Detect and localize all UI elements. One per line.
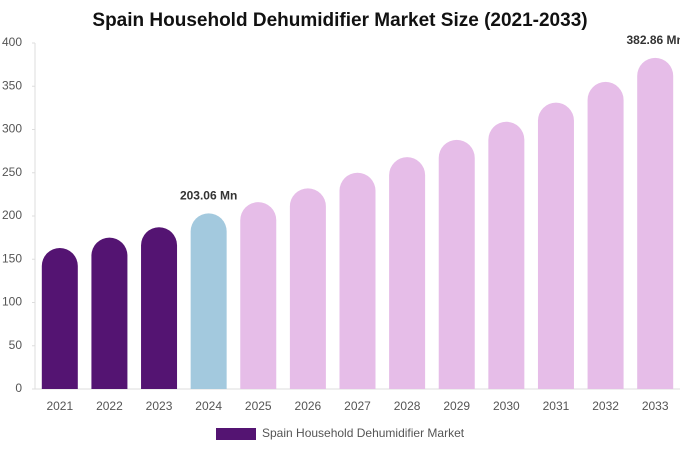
bar <box>190 213 227 389</box>
x-tick-label: 2026 <box>295 399 322 413</box>
bar <box>438 139 475 389</box>
y-tick-label: 150 <box>2 251 22 265</box>
x-tick-label: 2031 <box>543 399 570 413</box>
x-tick-label: 2032 <box>592 399 619 413</box>
x-tick-label: 2025 <box>245 399 272 413</box>
bar <box>91 237 128 389</box>
bar <box>41 248 78 389</box>
x-tick-label: 2024 <box>195 399 222 413</box>
chart-title: Spain Household Dehumidifier Market Size… <box>92 10 587 31</box>
x-tick-label: 2023 <box>146 399 173 413</box>
y-tick-label: 200 <box>2 208 22 222</box>
data-label: 382.86 Mn <box>627 33 680 47</box>
y-tick-label: 100 <box>2 295 22 309</box>
data-label: 203.06 Mn <box>180 189 237 203</box>
x-tick-label: 2022 <box>96 399 123 413</box>
y-tick-label: 300 <box>2 122 22 136</box>
legend-label: Spain Household Dehumidifier Market <box>262 426 465 440</box>
bar <box>289 188 326 389</box>
x-tick-label: 2027 <box>344 399 371 413</box>
bar <box>141 227 178 389</box>
bar <box>637 57 674 389</box>
bar <box>389 157 426 389</box>
bar <box>488 121 525 389</box>
y-tick-label: 350 <box>2 78 22 92</box>
y-tick-label: 250 <box>2 165 22 179</box>
x-tick-label: 2021 <box>46 399 73 413</box>
x-tick-label: 2033 <box>642 399 669 413</box>
x-tick-label: 2029 <box>443 399 470 413</box>
legend-swatch <box>216 428 256 440</box>
bar <box>537 102 574 389</box>
y-tick-label: 50 <box>9 338 23 352</box>
y-tick-label: 0 <box>15 381 22 395</box>
x-tick-label: 2030 <box>493 399 520 413</box>
bar <box>339 172 376 389</box>
x-tick-label: 2028 <box>394 399 421 413</box>
bar <box>240 202 277 389</box>
y-tick-label: 400 <box>2 35 22 49</box>
bar <box>587 81 624 390</box>
